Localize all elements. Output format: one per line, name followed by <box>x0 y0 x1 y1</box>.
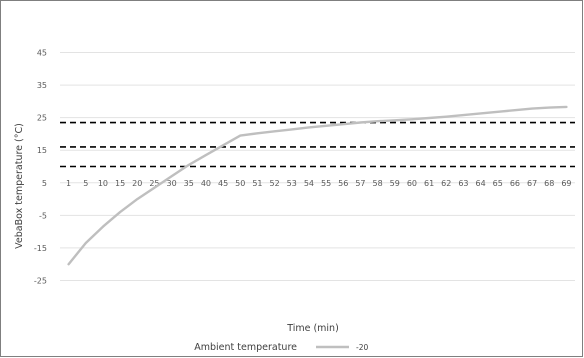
x-tick-label: 68 <box>544 179 554 188</box>
x-tick-label: 57 <box>355 179 365 188</box>
x-tick-label: 61 <box>424 179 434 188</box>
y-tick-label: 15 <box>37 146 47 155</box>
x-tick-label: 69 <box>561 179 571 188</box>
data-point <box>239 134 241 137</box>
x-tick-label: 45 <box>218 179 228 188</box>
data-point <box>308 126 310 129</box>
data-point <box>188 164 190 166</box>
data-point <box>428 117 430 119</box>
x-tick-label: 55 <box>321 179 331 188</box>
x-tick-label: 40 <box>201 179 211 188</box>
y-tick-label: -15 <box>34 244 47 253</box>
x-tick-label: 52 <box>269 179 279 188</box>
x-tick-label: 15 <box>115 179 125 188</box>
x-axis-title: Time (min) <box>286 323 339 334</box>
data-point <box>67 263 70 265</box>
y-tick-label: -25 <box>34 276 47 285</box>
x-tick-label: 65 <box>493 179 503 188</box>
series-group <box>67 105 568 266</box>
x-tick-label: 54 <box>304 179 314 188</box>
data-point <box>548 106 550 109</box>
data-point <box>359 121 362 124</box>
x-tick-label: 35 <box>184 179 194 188</box>
data-point <box>85 242 87 244</box>
data-point <box>342 123 344 125</box>
data-point <box>479 112 482 115</box>
x-axis-ticks: 1 5 10 15 20 25 30 35 40 45 50 51 52 53 54 55 56 57 58 59 60… <box>66 179 571 188</box>
x-tick-label: 20 <box>132 179 142 188</box>
x-tick-label: 62 <box>441 179 451 188</box>
x-tick-label: 51 <box>252 179 262 188</box>
y-axis-ticks: 45 35 25 15 5 -5 -15 -25 <box>34 49 47 286</box>
data-point <box>462 114 465 116</box>
data-point <box>119 211 121 213</box>
data-point <box>565 106 568 108</box>
data-point <box>102 226 104 228</box>
x-tick-label: 60 <box>407 179 417 188</box>
x-tick-label: 58 <box>372 179 382 188</box>
legend: Ambient temperature -20 <box>194 342 368 353</box>
x-tick-label: 59 <box>390 179 400 188</box>
y-axis-title: VebaBox temperature (°C) <box>14 123 25 249</box>
data-point <box>394 119 396 121</box>
data-point <box>531 107 533 110</box>
x-tick-label: 1 <box>66 179 71 188</box>
reference-lines <box>60 121 575 168</box>
x-tick-label: 66 <box>510 179 520 188</box>
y-tick-label: 35 <box>37 81 47 90</box>
x-tick-label: 30 <box>166 179 176 188</box>
data-point <box>205 154 207 156</box>
data-point <box>376 120 379 122</box>
x-tick-label: 25 <box>149 179 159 188</box>
y-tick-label: 45 <box>37 49 47 58</box>
data-point <box>136 198 138 200</box>
data-point <box>325 125 327 127</box>
x-tick-label: 67 <box>527 179 537 188</box>
x-tick-label: 53 <box>287 179 297 188</box>
y-tick-label: 25 <box>37 114 47 123</box>
x-tick-label: 10 <box>98 179 108 188</box>
legend-title: Ambient temperature <box>194 342 297 353</box>
data-point <box>291 128 293 130</box>
x-tick-label: 63 <box>458 179 468 188</box>
data-point <box>153 187 156 189</box>
legend-item-label: -20 <box>356 343 368 352</box>
data-point <box>256 132 259 134</box>
data-point <box>497 111 499 113</box>
data-point <box>222 144 224 146</box>
gridlines <box>60 52 575 281</box>
x-tick-label: 64 <box>475 179 485 188</box>
x-tick-label: 50 <box>235 179 245 188</box>
data-point <box>273 130 276 132</box>
x-tick-label: 56 <box>338 179 348 188</box>
y-tick-label: -5 <box>39 211 47 220</box>
data-point <box>411 118 413 120</box>
data-point <box>445 116 447 118</box>
data-point <box>170 175 173 177</box>
series-line--20 <box>67 105 568 266</box>
y-tick-label: 5 <box>42 179 47 188</box>
x-tick-label: 5 <box>83 179 88 188</box>
data-point <box>514 109 516 111</box>
